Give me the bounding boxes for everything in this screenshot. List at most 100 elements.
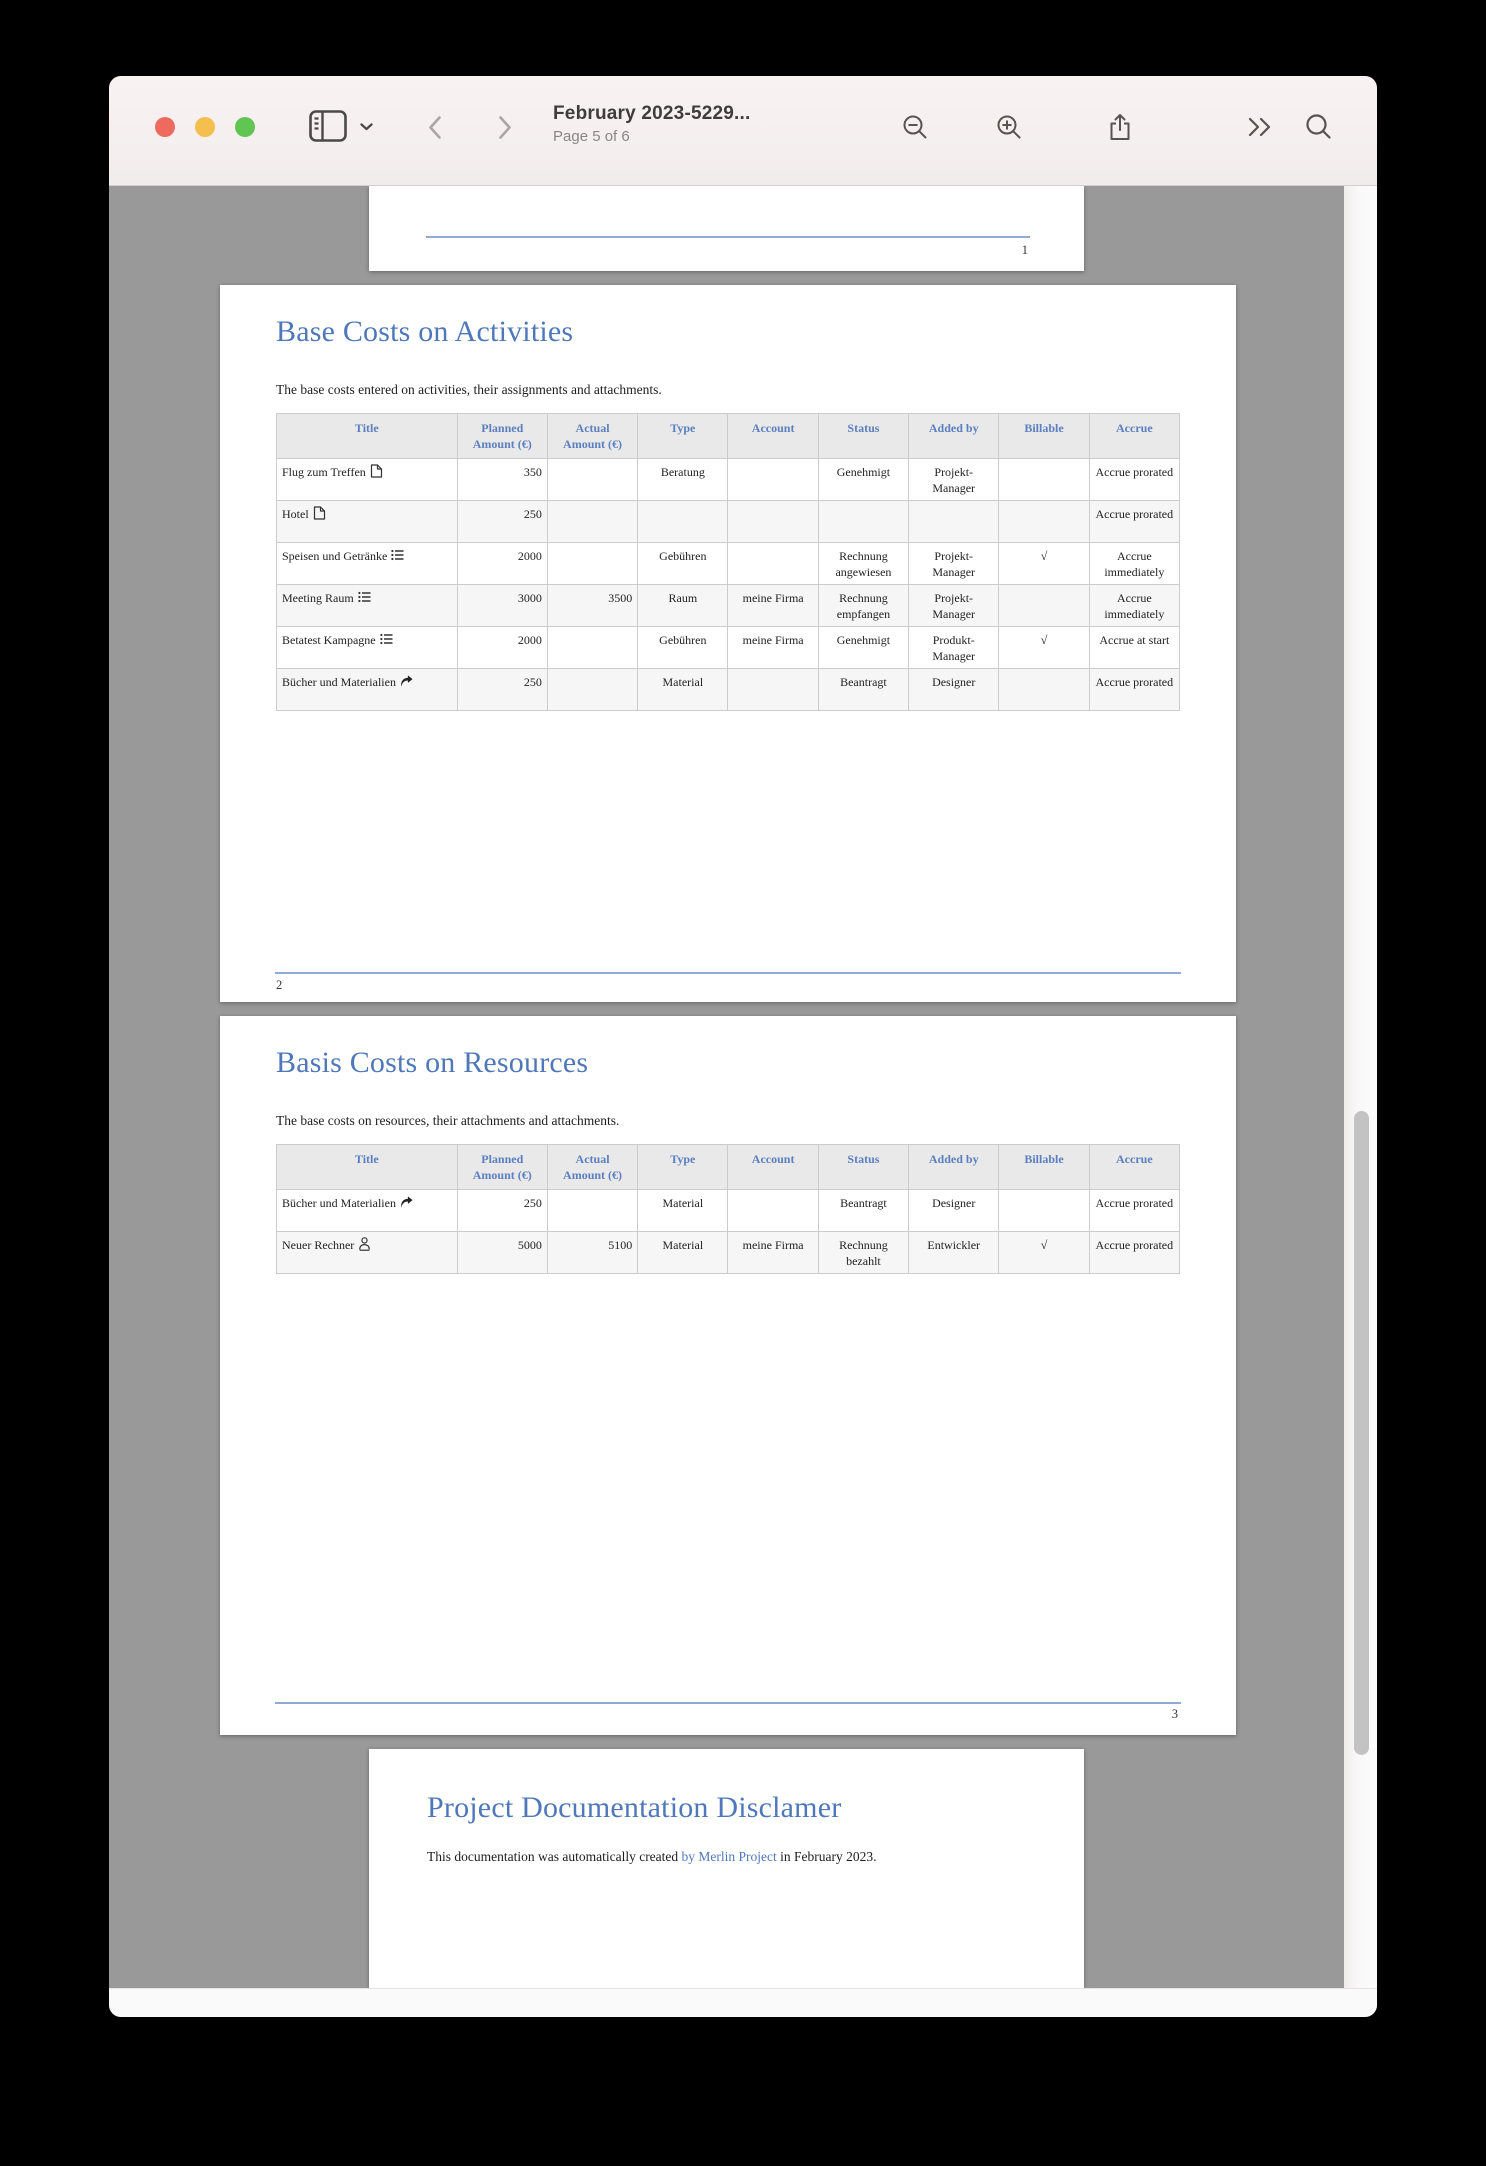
cell-type: Material xyxy=(637,1189,729,1232)
cell-status: Beantragt xyxy=(817,1189,910,1232)
sidebar-icon xyxy=(309,110,349,144)
close-button[interactable] xyxy=(155,117,175,137)
cell-status: Genehmigt xyxy=(817,458,910,501)
fullscreen-button[interactable] xyxy=(235,117,255,137)
section-heading: Base Costs on Activities xyxy=(276,315,574,348)
column-header-title: Title xyxy=(276,413,458,459)
forward-button[interactable] xyxy=(483,105,527,149)
traffic-lights xyxy=(155,117,255,137)
column-header-billable: Billable xyxy=(998,413,1090,459)
table-row: Meeting Raum 3000 3500 Raum meine Firma Rech… xyxy=(276,584,1181,627)
column-header-accrue: Accrue xyxy=(1088,1144,1181,1190)
checklist-icon xyxy=(357,591,371,605)
cell-billable xyxy=(998,584,1090,627)
cell-billable xyxy=(998,668,1090,711)
merlin-project-link[interactable]: by Merlin Project xyxy=(681,1849,777,1864)
column-header-title: Title xyxy=(276,1144,458,1190)
cell-type: Gebühren xyxy=(637,542,729,585)
cell-title: Betatest Kampagne xyxy=(276,626,458,669)
document-scroll-area[interactable]: 1 Base Costs on Activities The base cost… xyxy=(109,186,1377,1988)
column-header-planned: Planned Amount (€) xyxy=(456,1144,548,1190)
more-toolbar-items-button[interactable] xyxy=(1238,105,1282,149)
sidebar-options-button[interactable] xyxy=(353,105,379,149)
cell-actual xyxy=(546,1189,639,1232)
cell-accrue: Accrue immediately xyxy=(1088,584,1181,627)
more-icon xyxy=(1247,116,1273,138)
cell-added_by: Projekt-Manager xyxy=(908,542,1000,585)
cell-added_by: Projekt-Manager xyxy=(908,584,1000,627)
cell-planned: 250 xyxy=(456,668,548,711)
back-button[interactable] xyxy=(413,105,457,149)
cell-account xyxy=(727,500,819,543)
column-header-billable: Billable xyxy=(998,1144,1090,1190)
pdf-page-1: 1 xyxy=(369,186,1084,271)
cost-title: Meeting Raum xyxy=(282,591,357,605)
section-heading: Basis Costs on Resources xyxy=(276,1046,589,1079)
cell-added_by: Entwickler xyxy=(908,1231,1000,1274)
cell-planned: 250 xyxy=(456,1189,548,1232)
section-subtitle: The base costs entered on activities, th… xyxy=(276,382,662,397)
disclaimer-suffix: in February 2023. xyxy=(776,1849,877,1864)
cell-title: Neuer Rechner xyxy=(276,1231,458,1274)
cell-actual xyxy=(546,542,639,585)
cell-title: Speisen und Getränke xyxy=(276,542,458,585)
page-number: 3 xyxy=(1171,1707,1178,1721)
page-number: 2 xyxy=(276,978,283,992)
cost-title: Bücher und Materialien xyxy=(282,1196,399,1210)
cell-actual xyxy=(546,500,639,543)
share-button[interactable] xyxy=(1098,105,1142,149)
cell-status: Rechnung angewiesen xyxy=(817,542,910,585)
cell-type: Material xyxy=(637,668,729,711)
sidebar-toggle-button[interactable] xyxy=(305,105,353,149)
cell-account: meine Firma xyxy=(727,1231,819,1274)
cell-accrue: Accrue prorated xyxy=(1088,1189,1181,1232)
share-icon xyxy=(1108,113,1132,142)
cell-added_by: Designer xyxy=(908,1189,1000,1232)
cell-added_by: Produkt-Manager xyxy=(908,626,1000,669)
column-header-added_by: Added by xyxy=(908,1144,1000,1190)
cell-type: Material xyxy=(637,1231,729,1274)
table-row: Betatest Kampagne 2000 Gebühren meine Firm… xyxy=(276,626,1181,669)
page-footer-rule xyxy=(275,972,1181,974)
cell-account xyxy=(727,458,819,501)
search-icon xyxy=(1305,113,1333,141)
column-header-actual: Actual Amount (€) xyxy=(546,1144,639,1190)
table-row: Speisen und Getränke 2000 Gebühren Rechnun… xyxy=(276,542,1181,585)
cell-title: Flug zum Treffen xyxy=(276,458,458,501)
cell-account: meine Firma xyxy=(727,626,819,669)
cell-actual: 5100 xyxy=(546,1231,639,1274)
document-title: February 2023-5229... xyxy=(553,103,751,124)
column-header-account: Account xyxy=(727,413,819,459)
search-button[interactable] xyxy=(1297,105,1341,149)
table-row: Hotel 250 Accrue prorated xyxy=(276,500,1181,543)
table-header-row: Title Planned Amount (€) Actual Amount (€)… xyxy=(276,413,1181,459)
minimize-button[interactable] xyxy=(195,117,215,137)
column-header-type: Type xyxy=(637,1144,729,1190)
resources-cost-table: Title Planned Amount (€) Actual Amount (€)… xyxy=(276,1144,1181,1274)
section-heading: Project Documentation Disclamer xyxy=(427,1791,842,1824)
pdf-page-4: Project Documentation Disclamer This doc… xyxy=(369,1749,1084,1988)
zoom-out-button[interactable] xyxy=(893,105,937,149)
cell-added_by: Projekt-Manager xyxy=(908,458,1000,501)
table-row: Flug zum Treffen 350 Beratung Genehmigt Pro… xyxy=(276,458,1181,501)
cell-accrue: Accrue at start xyxy=(1088,626,1181,669)
disclaimer-text: This documentation was automatically cre… xyxy=(427,1849,877,1865)
column-header-status: Status xyxy=(817,1144,910,1190)
scrollbar-track[interactable] xyxy=(1344,186,1377,1988)
page-footer-rule xyxy=(426,236,1030,238)
cell-billable xyxy=(998,500,1090,543)
back-icon xyxy=(424,114,446,141)
cell-type xyxy=(637,500,729,543)
page-indicator: Page 5 of 6 xyxy=(553,128,630,145)
cell-added_by: Designer xyxy=(908,668,1000,711)
person-icon xyxy=(357,1237,371,1252)
curved-arrow-icon xyxy=(399,675,413,689)
cell-accrue: Accrue prorated xyxy=(1088,458,1181,501)
cell-planned: 2000 xyxy=(456,542,548,585)
cell-account xyxy=(727,668,819,711)
cost-title: Hotel xyxy=(282,507,312,521)
zoom-in-button[interactable] xyxy=(987,105,1031,149)
cell-status xyxy=(817,500,910,543)
scrollbar-thumb[interactable] xyxy=(1354,1111,1369,1755)
cell-type: Raum xyxy=(637,584,729,627)
